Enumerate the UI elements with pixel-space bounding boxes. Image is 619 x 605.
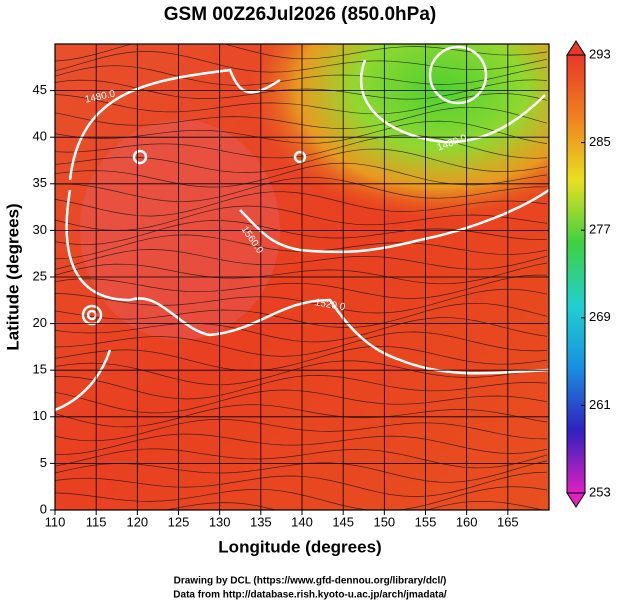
y-tick-label: 20 [33,315,47,330]
y-tick-label: 40 [33,129,47,144]
streamline [55,389,548,414]
streamline [55,93,548,115]
streamline [55,65,548,86]
footer-line: Data from http://database.rish.kyoto-u.a… [173,590,447,601]
colorbar-top [566,40,586,56]
colorbar-body [566,54,586,494]
contour-label: 1520.0 [314,297,346,313]
colorbar-tick-label: 285 [589,134,611,149]
streamline [55,345,548,371]
footer-line: Drawing by DCL (https://www.gfd-dennou.o… [174,576,447,587]
x-tick-label: 115 [86,514,107,529]
streamline [55,302,548,328]
x-tick-label: 155 [415,514,437,529]
streamline [55,375,548,400]
contour [359,59,546,144]
streamline [55,418,548,442]
x-tick-label: 120 [126,514,148,529]
streamline [55,79,548,100]
streamline [55,177,548,202]
streamline [55,249,548,270]
streamline [55,148,548,173]
streamline [55,191,548,217]
colorbar: 253 261 269 277 285 293 [566,40,611,508]
y-tick-label: 5 [40,455,47,470]
streamline [55,448,548,469]
streamline [55,262,548,285]
x-tick-label: 165 [497,514,519,529]
streamline [55,51,548,73]
grid [55,44,549,510]
contour [239,188,549,254]
streamline [55,44,548,62]
contour [293,150,307,164]
streamline [55,162,548,188]
streamline [55,486,548,510]
axes: 110 115 120 125 130 135 140 145 150 155 160 165 0 5 10… [33,82,519,529]
streamline [55,404,548,428]
streamline [55,106,548,129]
y-tick-label: 25 [33,268,47,283]
y-tick-label: 30 [33,222,47,237]
colorbar-tick-label: 253 [589,484,611,499]
colorbar-tick-label: 269 [589,309,611,324]
streamline [164,500,545,510]
y-axis-label: Latitude (degrees) [3,203,22,350]
streamline [55,471,548,497]
colorbar-bottom [566,492,586,508]
y-tick-label: 10 [33,408,47,423]
x-tick-label: 130 [209,514,231,529]
colorbar-tick-label: 261 [589,397,611,412]
streamline [55,234,548,260]
streamline [55,288,548,314]
x-tick-label: 125 [168,514,190,529]
x-tick-label: 140 [291,514,313,529]
streamline [55,433,548,455]
x-tick-label: 145 [332,514,354,529]
x-tick-label: 135 [250,514,272,529]
x-tick-label: 160 [456,514,478,529]
streamline [55,360,548,386]
streamline [55,317,548,343]
contour [428,45,488,105]
x-tick-label: 110 [45,514,66,529]
cool-region [250,44,549,220]
x-axis-label: Longitude (degrees) [218,537,381,556]
y-tick-label: 45 [33,82,47,97]
contour [55,349,112,412]
colorbar-tick-label: 293 [589,46,611,61]
contour [68,68,281,181]
chart-title: GSM 00Z26Jul2026 (850.0hPa) [164,4,436,25]
y-tick-label: 15 [33,362,47,377]
colorbar-tick-label: 277 [589,222,611,237]
contour [132,149,148,165]
y-tick-label: 35 [33,175,47,190]
y-tick-label: 0 [40,501,47,516]
streamline [55,274,548,299]
streamline [55,331,548,357]
x-tick-label: 150 [373,514,395,529]
